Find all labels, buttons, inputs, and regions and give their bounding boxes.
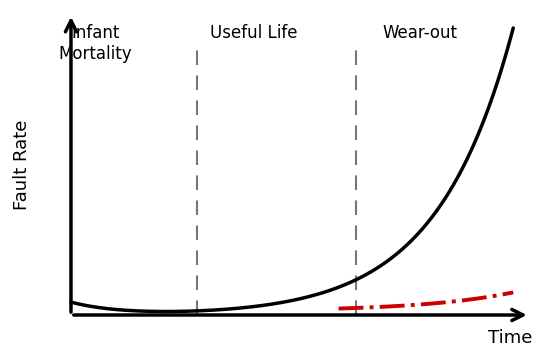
Text: Time: Time bbox=[488, 329, 532, 347]
Text: Infant
Mortality: Infant Mortality bbox=[59, 25, 132, 63]
Text: Useful Life: Useful Life bbox=[210, 25, 298, 42]
Text: Fault Rate: Fault Rate bbox=[13, 119, 31, 210]
Text: Wear-out: Wear-out bbox=[383, 25, 458, 42]
